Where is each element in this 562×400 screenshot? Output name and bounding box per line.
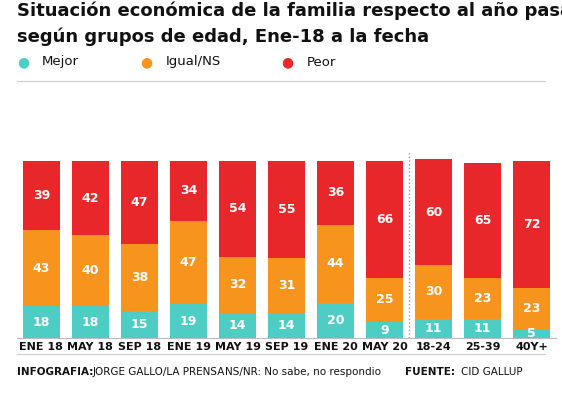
Bar: [72, 235, 109, 306]
Text: 66: 66: [376, 213, 393, 226]
Text: ●: ●: [281, 55, 293, 69]
Bar: [514, 329, 550, 338]
Text: 47: 47: [131, 196, 148, 209]
Bar: [72, 306, 109, 338]
Text: 18: 18: [33, 316, 50, 328]
Text: 42: 42: [81, 192, 99, 204]
Text: 34: 34: [180, 184, 197, 198]
Bar: [318, 225, 354, 302]
Text: 5: 5: [528, 327, 536, 340]
Bar: [219, 256, 256, 313]
Text: INFOGRAFIA:: INFOGRAFIA:: [17, 367, 93, 377]
Text: ●: ●: [17, 55, 29, 69]
Bar: [415, 265, 452, 318]
Text: 40: 40: [81, 264, 99, 277]
Text: 23: 23: [523, 302, 541, 315]
Bar: [415, 159, 452, 265]
Bar: [170, 161, 207, 221]
Text: 30: 30: [425, 286, 442, 298]
Bar: [464, 163, 501, 278]
Bar: [268, 258, 305, 313]
Text: FUENTE:: FUENTE:: [405, 367, 455, 377]
Text: CID GALLUP: CID GALLUP: [461, 367, 523, 377]
Text: Situación económica de la familia respecto al año pasado,: Situación económica de la familia respec…: [17, 2, 562, 20]
Text: 11: 11: [425, 322, 442, 335]
Text: 20: 20: [327, 314, 345, 327]
Text: 60: 60: [425, 206, 442, 219]
Text: ●: ●: [140, 55, 153, 69]
Text: 38: 38: [131, 271, 148, 284]
Bar: [121, 161, 158, 244]
Bar: [170, 221, 207, 304]
Text: según grupos de edad, Ene-18 a la fecha: según grupos de edad, Ene-18 a la fecha: [17, 28, 429, 46]
Bar: [121, 244, 158, 312]
Text: 55: 55: [278, 203, 296, 216]
Bar: [514, 161, 550, 288]
Bar: [23, 230, 60, 306]
Text: 36: 36: [327, 186, 345, 199]
Text: NS/NR: No sabe, no respondio: NS/NR: No sabe, no respondio: [225, 367, 381, 377]
Bar: [366, 322, 403, 338]
Text: 44: 44: [327, 257, 345, 270]
Text: 31: 31: [278, 279, 295, 292]
Text: 65: 65: [474, 214, 492, 227]
Text: 9: 9: [380, 324, 389, 336]
Bar: [464, 318, 501, 338]
Text: 32: 32: [229, 278, 246, 291]
Text: 25: 25: [376, 294, 393, 306]
Bar: [464, 278, 501, 318]
Bar: [23, 161, 60, 230]
Bar: [366, 161, 403, 278]
Bar: [318, 302, 354, 338]
Text: Igual/NS: Igual/NS: [166, 56, 221, 68]
Bar: [415, 318, 452, 338]
Bar: [219, 161, 256, 256]
Text: 14: 14: [278, 319, 296, 332]
Text: 14: 14: [229, 319, 246, 332]
Text: 19: 19: [180, 315, 197, 328]
Bar: [366, 278, 403, 322]
Bar: [514, 288, 550, 329]
Text: 72: 72: [523, 218, 541, 231]
Text: Peor: Peor: [306, 56, 336, 68]
Bar: [170, 304, 207, 338]
Text: Mejor: Mejor: [42, 56, 79, 68]
Text: 39: 39: [33, 189, 50, 202]
Text: 18: 18: [81, 316, 99, 328]
Bar: [121, 312, 158, 338]
Bar: [268, 313, 305, 338]
Text: 54: 54: [229, 202, 246, 215]
Bar: [72, 161, 109, 235]
Text: 15: 15: [131, 318, 148, 331]
Text: 47: 47: [180, 256, 197, 269]
Text: 23: 23: [474, 292, 492, 305]
Text: 43: 43: [33, 262, 50, 274]
Bar: [268, 161, 305, 258]
Bar: [219, 313, 256, 338]
Bar: [23, 306, 60, 338]
Text: JORGE GALLO/LA PRENSA: JORGE GALLO/LA PRENSA: [93, 367, 225, 377]
Bar: [318, 161, 354, 225]
Text: 11: 11: [474, 322, 492, 335]
